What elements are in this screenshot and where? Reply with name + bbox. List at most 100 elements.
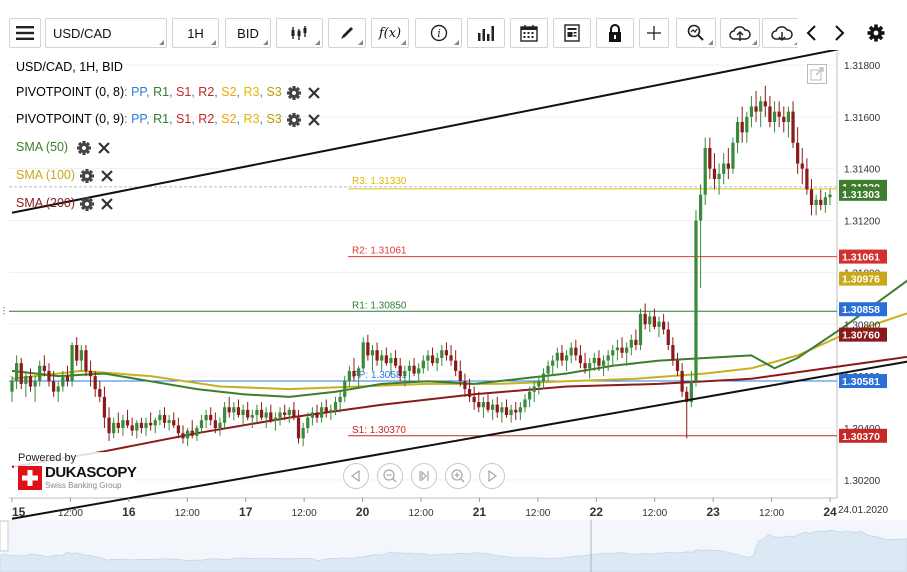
close-icon[interactable]	[99, 196, 115, 212]
candle-body	[283, 412, 287, 416]
triangle-left-icon	[350, 469, 360, 483]
draw-button[interactable]	[328, 18, 366, 48]
candle-body	[819, 199, 823, 205]
zoom-out-button[interactable]	[377, 463, 403, 489]
settings-button[interactable]	[862, 18, 890, 48]
navigator-panel[interactable]	[0, 520, 907, 572]
candle-body	[569, 347, 573, 356]
side-select[interactable]: BID	[225, 18, 271, 48]
candle	[417, 363, 421, 382]
legend-level-pp: PP	[131, 112, 147, 126]
pivot-2-name: PIVOTPOINT (0, 9)	[16, 112, 125, 126]
close-icon[interactable]	[306, 85, 322, 101]
instrument-select[interactable]: USD/CAD	[45, 18, 167, 48]
price-tag-box	[839, 271, 887, 286]
candle-body	[777, 111, 781, 117]
candle	[384, 347, 388, 366]
gear-icon[interactable]	[76, 140, 92, 156]
indicators-button[interactable]: f(x)	[371, 18, 409, 48]
candle-body	[33, 381, 37, 387]
gear-icon[interactable]	[286, 85, 302, 101]
close-icon[interactable]	[99, 168, 115, 184]
candle-body	[213, 420, 217, 428]
candle-body	[620, 347, 624, 353]
legend-level-r3: R3	[243, 112, 260, 126]
price-tag: 1.30858	[839, 302, 887, 317]
candle-body	[514, 409, 518, 413]
candle	[546, 360, 550, 382]
gear-icon[interactable]	[79, 168, 95, 184]
candle-body	[703, 147, 707, 195]
candle	[218, 417, 222, 436]
candle-body	[42, 365, 46, 371]
candle	[273, 412, 278, 431]
candle-body	[560, 352, 564, 361]
candle	[112, 417, 116, 439]
candle	[454, 350, 458, 377]
candle	[287, 407, 291, 423]
menu-button[interactable]	[9, 18, 41, 48]
candle-body	[269, 412, 273, 421]
candle	[19, 357, 23, 390]
gear-icon[interactable]	[79, 196, 95, 212]
candle	[38, 360, 42, 387]
candle	[24, 370, 28, 397]
fit-icon	[419, 470, 429, 482]
close-icon[interactable]	[96, 140, 112, 156]
x-tick-label: 21	[473, 505, 487, 519]
scroll-left-button[interactable]	[797, 18, 825, 48]
upload-button[interactable]	[720, 18, 760, 48]
info-button[interactable]: i	[415, 18, 462, 48]
candle-body	[796, 142, 800, 164]
candle-body	[403, 370, 407, 377]
candle	[440, 345, 444, 366]
calendar-button[interactable]	[510, 18, 548, 48]
candle-body	[417, 368, 421, 374]
candle	[320, 402, 324, 423]
candle	[204, 409, 208, 428]
candle-body	[218, 422, 222, 428]
candle-body	[61, 376, 65, 387]
close-icon[interactable]	[306, 112, 322, 128]
price-chart[interactable]: R3: 1.31330 R2: 1.31061 R1: 1.30850 PP: 1.3…	[0, 50, 907, 572]
chart-type-button[interactable]	[276, 18, 323, 48]
legend-level-s1: S1	[176, 85, 192, 99]
scroll-right-button[interactable]	[826, 18, 854, 48]
volume-bars-icon	[478, 26, 494, 41]
period-label: 1H	[187, 25, 204, 41]
candle	[333, 396, 338, 416]
candle-body	[412, 365, 416, 374]
toolbar: USD/CAD 1H BID f(x) i	[0, 0, 907, 64]
zoom-in-button[interactable]	[445, 463, 471, 489]
crosshair-button[interactable]	[639, 18, 669, 48]
candle	[269, 404, 273, 423]
function-fx-icon: f(x)	[378, 25, 402, 41]
price-tag-box	[839, 428, 887, 443]
candle	[782, 106, 786, 133]
candle-body	[759, 101, 763, 112]
candle-body	[689, 381, 693, 403]
news-button[interactable]	[553, 18, 591, 48]
popout-button[interactable]	[806, 63, 828, 85]
candle-body	[809, 189, 814, 205]
gear-icon[interactable]	[286, 112, 302, 128]
period-select[interactable]: 1H	[172, 18, 219, 48]
candle	[278, 407, 282, 426]
candle	[370, 345, 375, 371]
pivot-label-r2: R2: 1.31061	[352, 246, 407, 257]
triangle-right-icon	[488, 469, 498, 483]
legend-level-r2: R2	[198, 112, 215, 126]
lock-button[interactable]	[596, 18, 634, 48]
nav-next-button[interactable]	[479, 463, 505, 489]
zoom-button[interactable]	[676, 18, 716, 48]
legend-sma100: SMA (100)	[16, 166, 115, 184]
dukascopy-logo-icon	[18, 466, 42, 490]
candle-body	[685, 391, 689, 403]
candle	[472, 386, 476, 410]
download-button[interactable]	[762, 18, 802, 48]
candle-body	[70, 345, 74, 382]
candle-body	[467, 389, 472, 397]
volume-button[interactable]	[467, 18, 505, 48]
nav-prev-button[interactable]	[343, 463, 369, 489]
reset-zoom-button[interactable]	[411, 463, 437, 489]
